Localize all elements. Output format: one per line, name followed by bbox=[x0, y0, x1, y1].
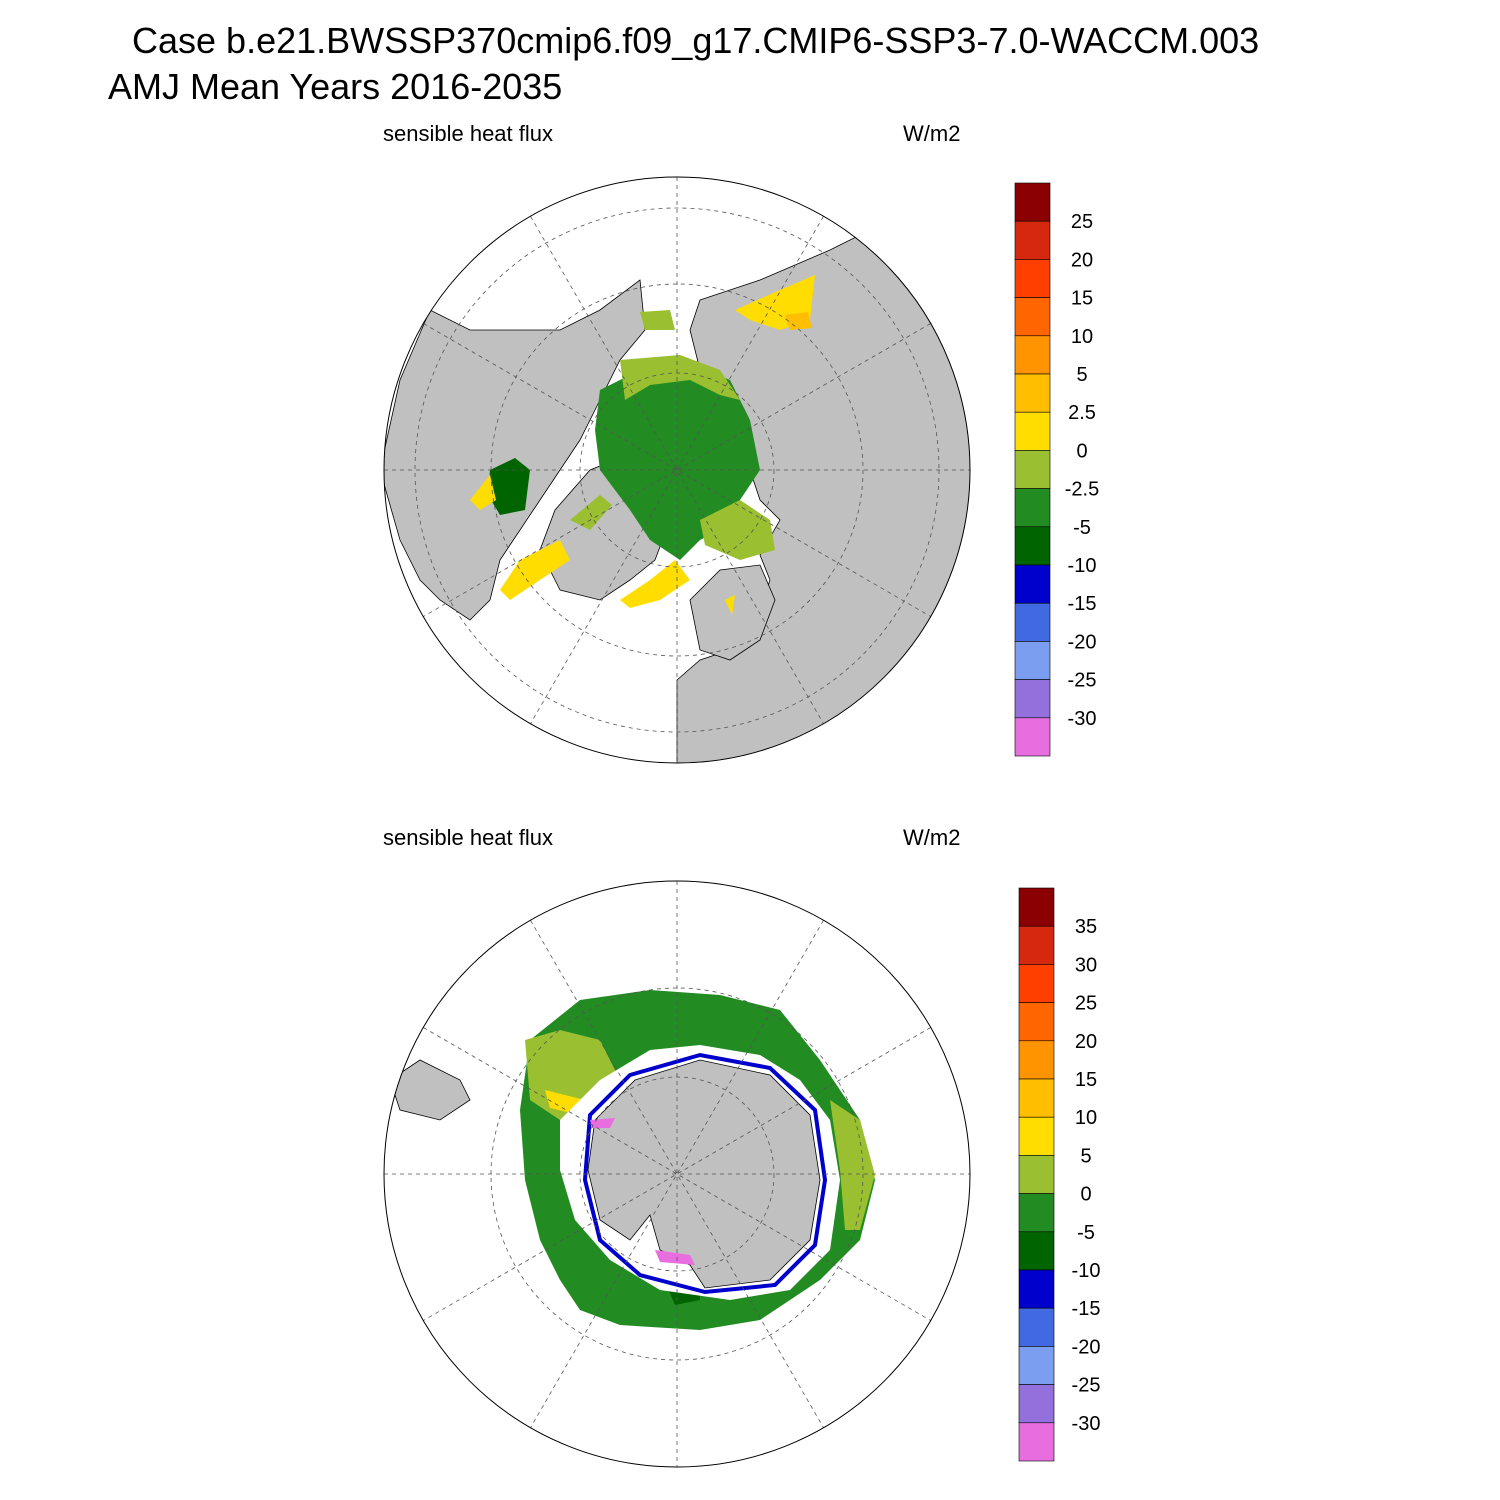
south-colorbar-box bbox=[1018, 887, 1055, 927]
north-colorbar-box bbox=[1014, 679, 1051, 719]
south-colorbar-label: 5 bbox=[1080, 1145, 1091, 1167]
north-colorbar-label: -5 bbox=[1073, 517, 1091, 539]
north-baffin-flux bbox=[570, 495, 612, 530]
south-map-border bbox=[383, 880, 971, 1468]
south-colorbar-label: -15 bbox=[1072, 1298, 1101, 1320]
south-colorbar-box bbox=[1018, 1307, 1055, 1347]
south-colorbar-label: -20 bbox=[1072, 1336, 1101, 1358]
north-graticule bbox=[384, 177, 970, 763]
north-colorbar-label: 10 bbox=[1071, 326, 1093, 348]
north-colorbar-label: -30 bbox=[1068, 708, 1097, 730]
north-arctic-light-band bbox=[620, 355, 740, 400]
south-colorbar-label: 15 bbox=[1075, 1069, 1097, 1091]
north-colorbar-label: -15 bbox=[1068, 593, 1097, 615]
south-colorbar-label: 10 bbox=[1075, 1107, 1097, 1129]
south-colorbar-box bbox=[1018, 1002, 1055, 1042]
south-colorbar-label: -10 bbox=[1072, 1260, 1101, 1282]
south-colorbar-box bbox=[1018, 1193, 1055, 1233]
south-colorbar-box bbox=[1018, 964, 1055, 1003]
north-colorbar-label: 25 bbox=[1071, 211, 1093, 233]
south-colorbar-label: -5 bbox=[1077, 1222, 1095, 1244]
south-colorbar-label: 25 bbox=[1075, 993, 1097, 1015]
north-greenland-sea-flux bbox=[620, 560, 690, 608]
south-units-label: W/m2 bbox=[903, 825, 961, 850]
north-colorbar-box bbox=[1014, 564, 1051, 604]
north-colorbar-label: -10 bbox=[1068, 555, 1097, 577]
north-hudson-flux bbox=[488, 458, 530, 515]
north-barents-flux bbox=[700, 500, 775, 560]
south-colorbar-label: 20 bbox=[1075, 1031, 1097, 1053]
north-units-label: W/m2 bbox=[903, 121, 961, 146]
north-colorbar-label: -25 bbox=[1068, 670, 1097, 692]
north-colorbar-label: 20 bbox=[1071, 249, 1093, 271]
north-bering-flux bbox=[640, 310, 675, 330]
north-colorbar-label: 5 bbox=[1076, 364, 1087, 386]
south-colorbar-box bbox=[1018, 1155, 1055, 1194]
south-colorbar-box bbox=[1018, 1116, 1055, 1156]
south-colorbar-box bbox=[1018, 1040, 1055, 1080]
north-colorbar: 25 20 15 10 5 2.5 0 -2.5 -5 -10 -15 -20 -25 -30 bbox=[1014, 182, 1099, 757]
south-colorbar-label: -30 bbox=[1072, 1413, 1101, 1435]
north-colorbar-box bbox=[1014, 411, 1051, 451]
south-light-green-east bbox=[830, 1100, 875, 1230]
north-colorbar-box bbox=[1014, 220, 1051, 260]
south-polar-map bbox=[383, 880, 971, 1468]
south-colorbar-label: 0 bbox=[1080, 1184, 1091, 1206]
period-title: AMJ Mean Years 2016-2035 bbox=[108, 66, 563, 107]
south-america-land bbox=[389, 1059, 471, 1121]
north-colorbar-label: 2.5 bbox=[1068, 402, 1096, 424]
south-coastal-blue bbox=[582, 1052, 828, 1295]
south-colorbar-label: -25 bbox=[1072, 1375, 1101, 1397]
north-okhotsk-amber bbox=[785, 312, 812, 330]
north-variable-label: sensible heat flux bbox=[383, 121, 553, 146]
north-labrador-flux bbox=[500, 540, 570, 600]
north-colorbar-box bbox=[1014, 488, 1051, 528]
north-colorbar-label: -2.5 bbox=[1065, 479, 1099, 501]
north-colorbar-box bbox=[1014, 182, 1051, 222]
south-colorbar-box bbox=[1018, 1231, 1055, 1271]
south-colorbar-box bbox=[1018, 1269, 1055, 1309]
north-colorbar-label: 0 bbox=[1076, 440, 1087, 462]
south-colorbar-box bbox=[1018, 1422, 1055, 1462]
south-colorbar-box bbox=[1018, 925, 1055, 965]
south-colorbar-box bbox=[1018, 1078, 1055, 1118]
north-colorbar-box bbox=[1014, 297, 1051, 337]
north-colorbar-box bbox=[1014, 526, 1051, 566]
south-colorbar-box bbox=[1018, 1384, 1055, 1424]
north-map-border bbox=[383, 176, 971, 764]
north-polar-map bbox=[383, 176, 971, 764]
north-hudson-yellow bbox=[470, 475, 496, 510]
case-title: Case b.e21.BWSSP370cmip6.f09_g17.CMIP6-S… bbox=[132, 20, 1260, 61]
south-colorbar-label: 30 bbox=[1075, 954, 1097, 976]
north-baltic-flux bbox=[725, 595, 735, 615]
south-violet-ross bbox=[655, 1250, 695, 1265]
north-scandinavia-land bbox=[689, 564, 776, 661]
north-colorbar-box bbox=[1014, 717, 1051, 757]
north-colorbar-box bbox=[1014, 450, 1051, 489]
south-colorbar-label: 35 bbox=[1075, 916, 1097, 938]
south-graticule bbox=[384, 881, 970, 1467]
north-colorbar-box bbox=[1014, 335, 1051, 375]
north-colorbar-label: 15 bbox=[1071, 288, 1093, 310]
north-colorbar-box bbox=[1014, 259, 1051, 298]
south-variable-label: sensible heat flux bbox=[383, 825, 553, 850]
north-colorbar-box bbox=[1014, 602, 1051, 642]
north-colorbar-box bbox=[1014, 373, 1051, 413]
south-colorbar: 35 30 25 20 15 10 5 0 -5 -10 -15 -20 -25 -30 bbox=[1018, 887, 1101, 1462]
north-colorbar-box bbox=[1014, 641, 1051, 680]
south-colorbar-box bbox=[1018, 1346, 1055, 1385]
north-colorbar-label: -20 bbox=[1068, 631, 1097, 653]
